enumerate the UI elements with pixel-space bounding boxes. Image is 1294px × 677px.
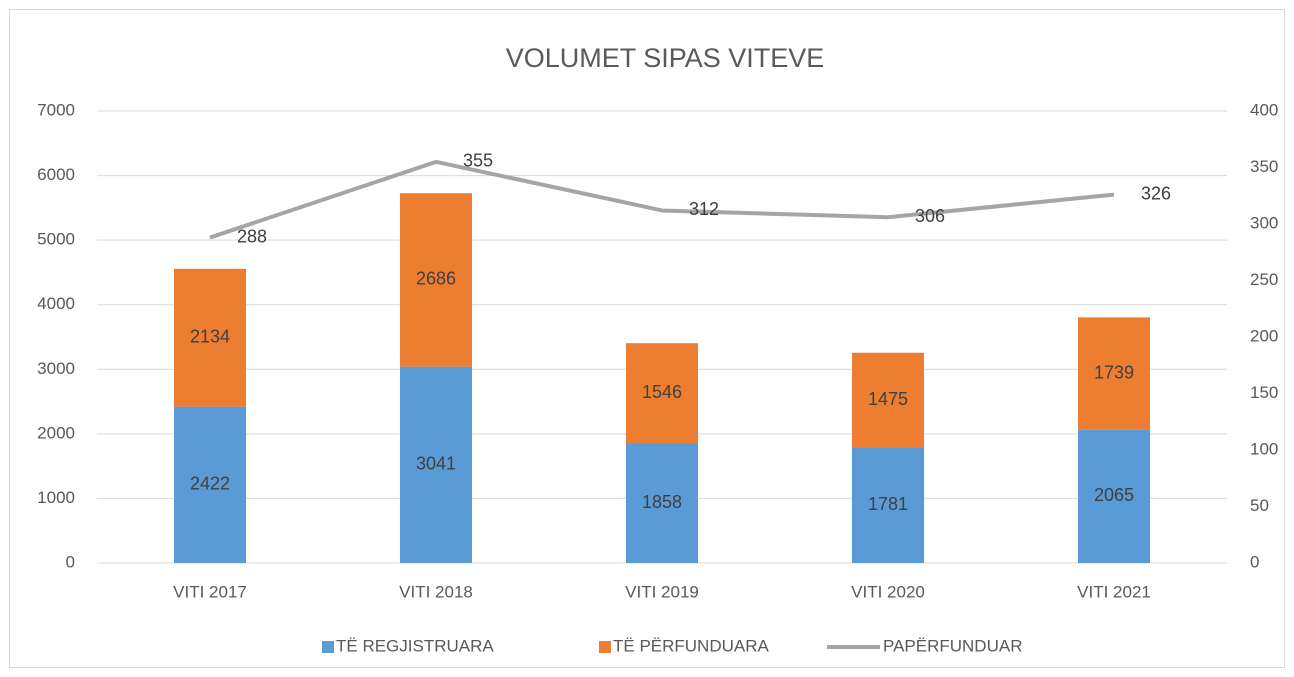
data-label: 312: [689, 199, 719, 219]
legend-swatch: [599, 641, 611, 653]
bar-segment: [400, 366, 472, 563]
y2-tick-label: 350: [1250, 157, 1278, 176]
y2-tick-label: 0: [1250, 552, 1259, 571]
y-tick-label: 3000: [37, 359, 75, 378]
data-label: 306: [915, 206, 945, 226]
data-label: 1739: [1094, 362, 1134, 382]
y2-tick-label: 50: [1250, 496, 1269, 515]
data-label: 355: [463, 151, 493, 171]
data-label: 2422: [190, 474, 230, 494]
legend-label: PAPËRFUNDUAR: [883, 636, 1022, 655]
bar-segment: [1078, 317, 1150, 430]
data-label: 288: [237, 226, 267, 246]
bar-segment: [400, 193, 472, 367]
y2-tick-label: 250: [1250, 270, 1278, 289]
data-label: 1546: [642, 382, 682, 402]
x-tick-label: VITI 2020: [851, 582, 925, 601]
chart-title: VOLUMET SIPAS VITEVE: [506, 43, 825, 73]
bar-segment: [852, 352, 924, 448]
data-label: 3041: [416, 454, 456, 474]
x-tick-label: VITI 2017: [173, 582, 247, 601]
legend-swatch: [322, 641, 334, 653]
bar-segment: [174, 406, 246, 563]
data-label: 1475: [868, 389, 908, 409]
y2-tick-label: 300: [1250, 213, 1278, 232]
y-tick-label: 6000: [37, 165, 75, 184]
y2-tick-label: 200: [1250, 326, 1278, 345]
data-label: 2134: [190, 326, 230, 346]
bar-segment: [1078, 429, 1150, 563]
bar-segment: [626, 443, 698, 563]
x-tick-label: VITI 2021: [1077, 582, 1151, 601]
x-tick-label: VITI 2018: [399, 582, 473, 601]
y-tick-label: 0: [66, 552, 75, 571]
legend-label: TË PËRFUNDUARA: [613, 636, 770, 655]
y2-tick-label: 100: [1250, 439, 1278, 458]
bar-segment: [626, 343, 698, 444]
line-series: [209, 159, 1115, 240]
data-label: 326: [1141, 183, 1171, 203]
data-label: 2686: [416, 269, 456, 289]
y-tick-label: 2000: [37, 423, 75, 442]
y2-tick-label: 400: [1250, 100, 1278, 119]
data-label: 2065: [1094, 485, 1134, 505]
y-tick-label: 1000: [37, 488, 75, 507]
y-tick-label: 7000: [37, 100, 75, 119]
legend-label: TË REGJISTRUARA: [336, 636, 494, 655]
bar-segment: [852, 447, 924, 563]
data-label: 1781: [868, 494, 908, 514]
y-tick-label: 5000: [37, 230, 75, 249]
y2-tick-label: 150: [1250, 383, 1278, 402]
bar-segment: [174, 268, 246, 407]
data-label: 1858: [642, 492, 682, 512]
x-tick-label: VITI 2019: [625, 582, 699, 601]
y-tick-label: 4000: [37, 294, 75, 313]
